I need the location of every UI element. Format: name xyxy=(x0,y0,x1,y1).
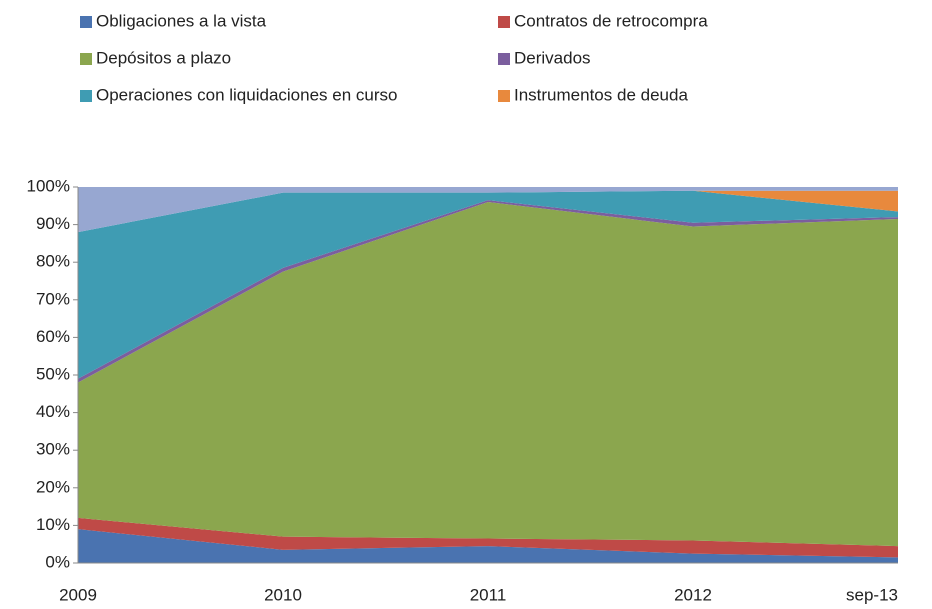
legend-label: Contratos de retrocompra xyxy=(514,11,708,30)
y-tick-label: 70% xyxy=(36,289,70,308)
area xyxy=(78,190,898,379)
y-tick-label: 100% xyxy=(27,176,70,195)
legend-label: Instrumentos de deuda xyxy=(514,85,688,104)
y-tick-label: 40% xyxy=(36,402,70,421)
legend-label: Depósitos a plazo xyxy=(96,48,231,67)
legend-label: Derivados xyxy=(514,48,591,67)
y-tick-label: 90% xyxy=(36,214,70,233)
area xyxy=(78,202,898,547)
legend-swatch xyxy=(498,53,510,65)
x-tick-label: 2011 xyxy=(470,585,507,604)
y-tick-label: 60% xyxy=(36,327,70,346)
y-tick-label: 10% xyxy=(36,515,70,534)
legend-swatch xyxy=(80,90,92,102)
y-tick-label: 20% xyxy=(36,477,70,496)
x-tick-label: 2009 xyxy=(59,585,97,604)
area xyxy=(78,529,898,563)
x-tick-label: 2012 xyxy=(674,585,712,604)
x-tick-label: sep-13 xyxy=(846,585,898,604)
legend-label: Obligaciones a la vista xyxy=(96,11,267,30)
area xyxy=(78,190,898,233)
y-tick-label: 50% xyxy=(36,364,70,383)
area xyxy=(78,517,898,558)
legend-swatch xyxy=(498,90,510,102)
y-tick-label: 0% xyxy=(45,552,70,571)
legend-label: Operaciones con liquidaciones en curso xyxy=(96,85,397,104)
legend-swatch xyxy=(80,53,92,65)
y-tick-label: 30% xyxy=(36,440,70,459)
area xyxy=(78,187,898,233)
legend-swatch xyxy=(498,16,510,28)
area xyxy=(78,200,898,383)
x-tick-label: 2010 xyxy=(264,585,302,604)
y-tick-label: 80% xyxy=(36,252,70,271)
legend-swatch xyxy=(80,16,92,28)
